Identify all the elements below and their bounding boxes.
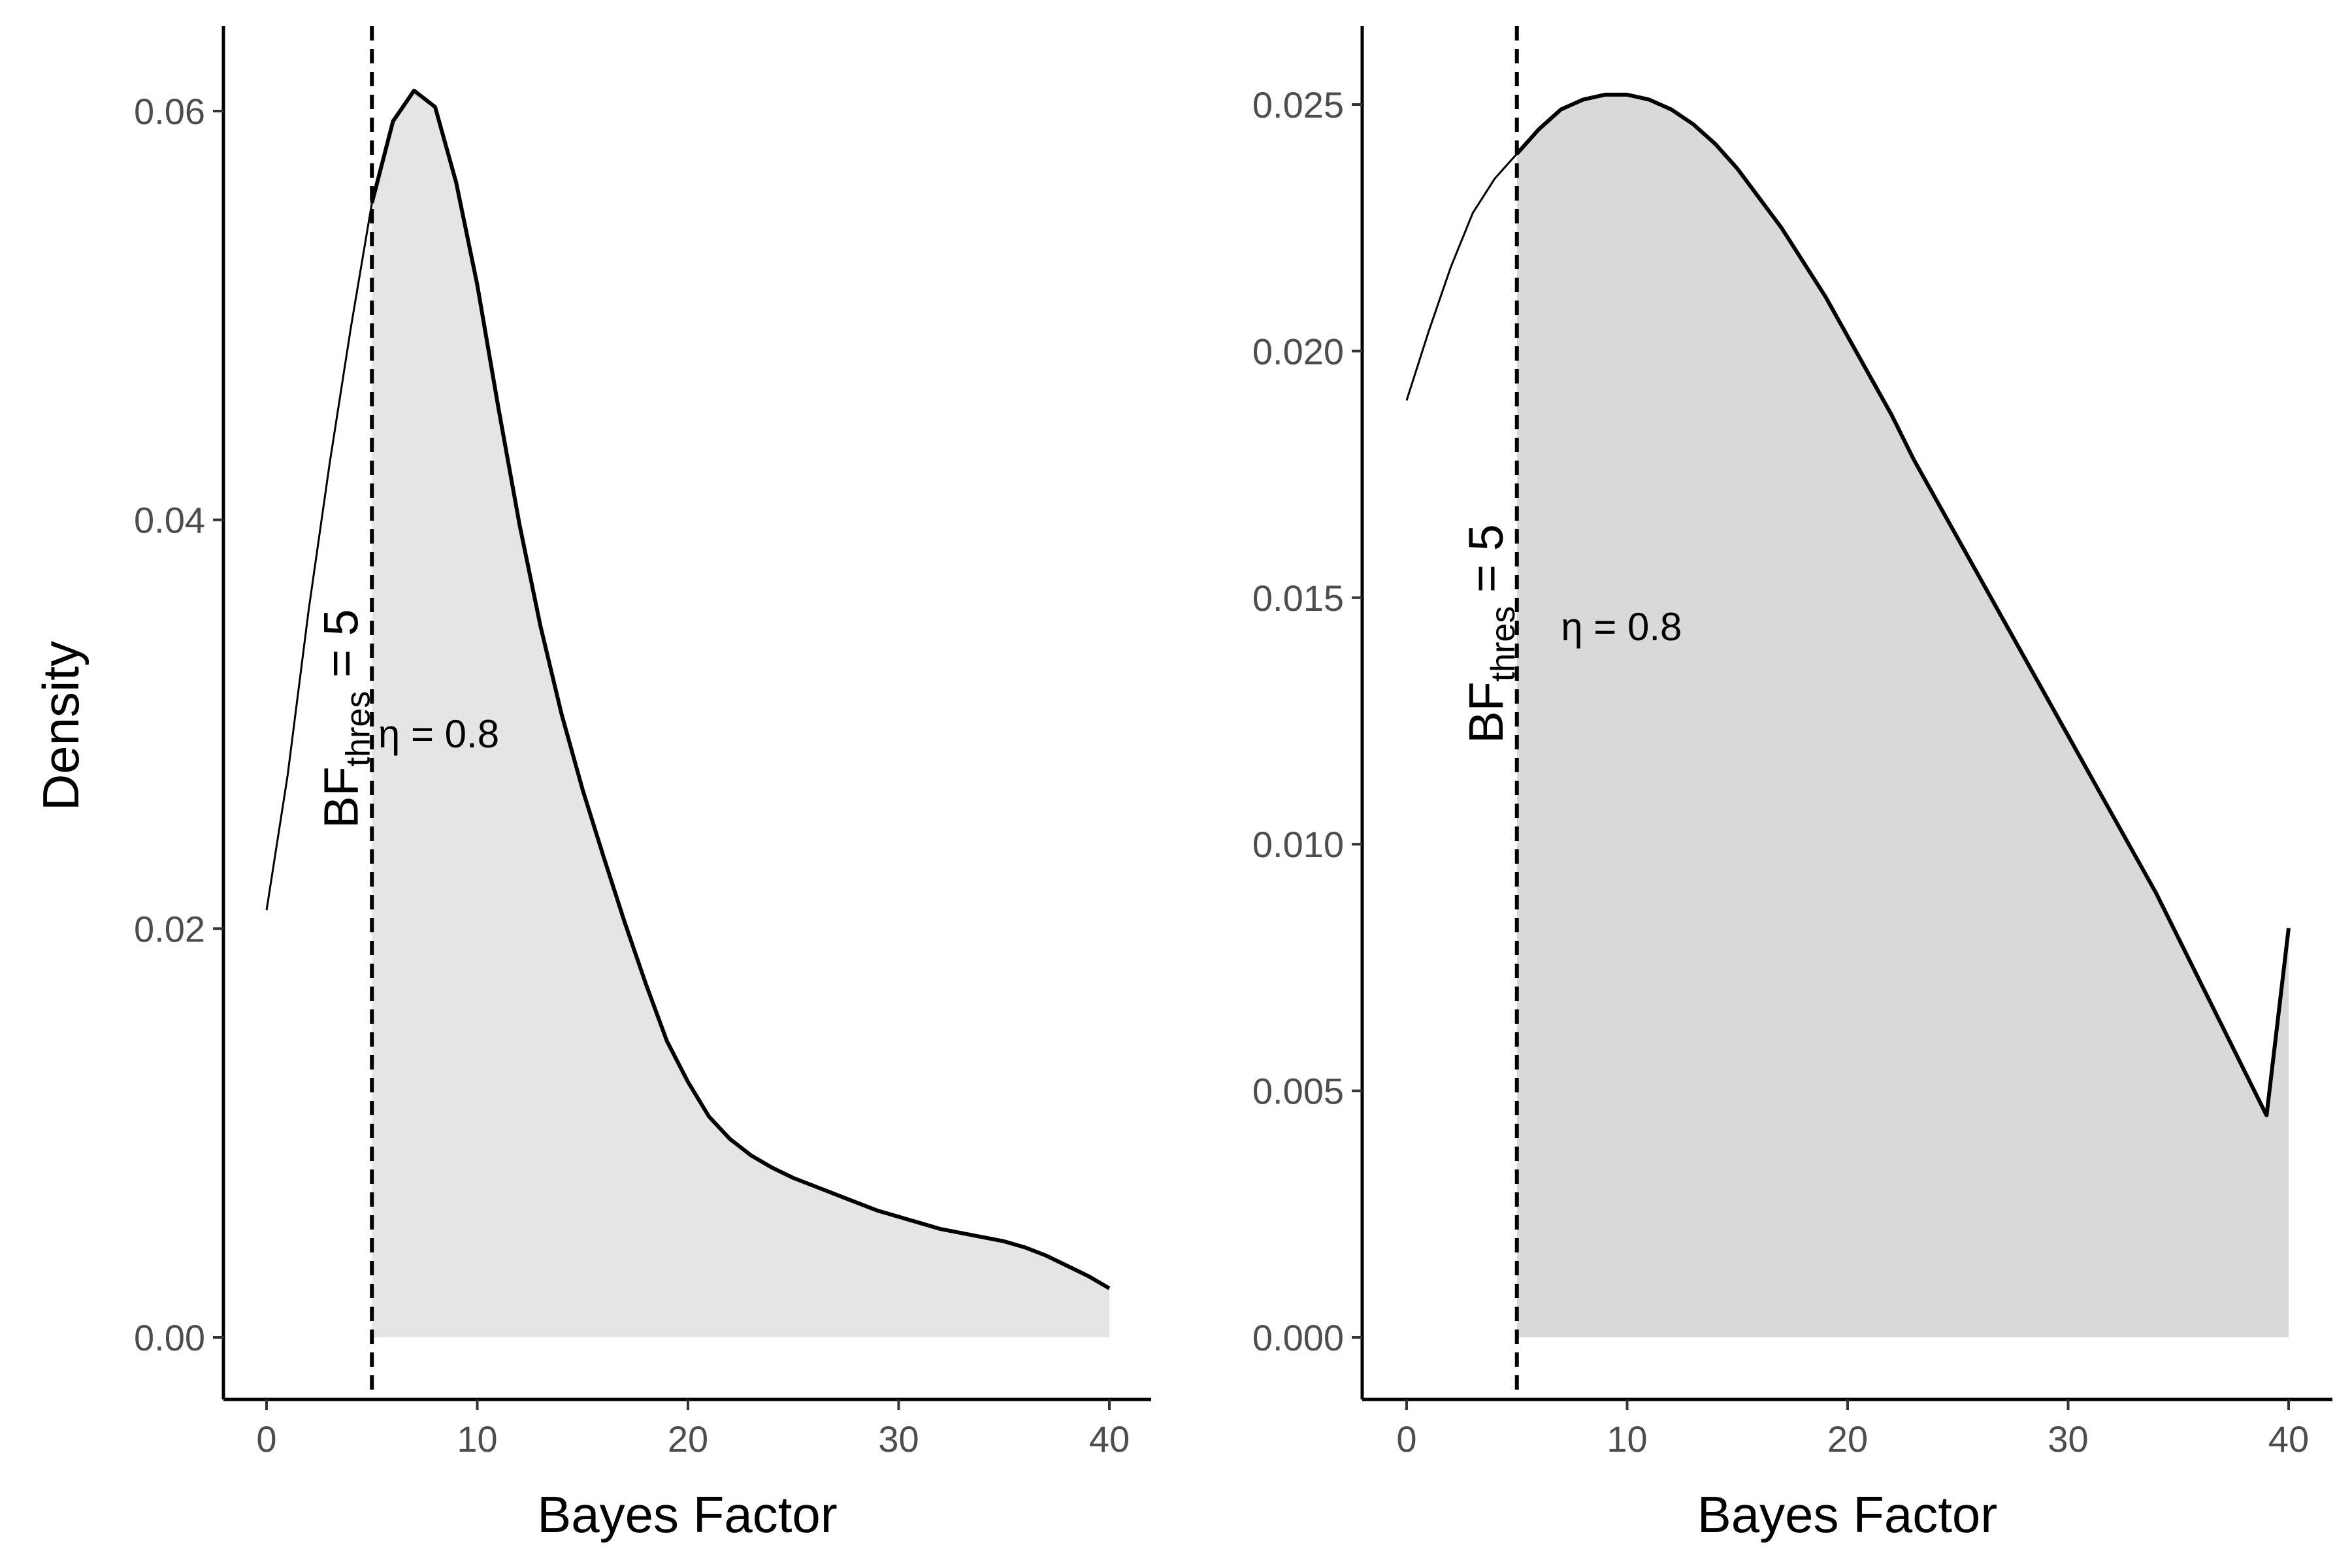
x-tick-label: 0 xyxy=(256,1418,276,1460)
density-curve-below-threshold xyxy=(265,203,373,911)
threshold-label: BFthres = 5 xyxy=(314,609,377,828)
y-tick-label: 0.025 xyxy=(1252,84,1344,125)
y-tick-label: 0.04 xyxy=(134,500,205,541)
x-tick-label: 0 xyxy=(1396,1418,1416,1460)
y-tick-label: 0.00 xyxy=(134,1317,205,1358)
threshold-label-rest: = 5 xyxy=(1459,524,1513,606)
right-density-panel: 0.000 0.005 0.010 0.015 0.020 0.025 0 10 20 30 40 B… xyxy=(1252,26,2332,1543)
x-axis-title: Bayes Factor xyxy=(537,1486,838,1543)
y-tick-label: 0.02 xyxy=(134,908,205,949)
density-curve-below-threshold xyxy=(1405,153,1518,401)
x-axis-title: Bayes Factor xyxy=(1697,1486,1998,1543)
threshold-label-sub: thres xyxy=(1484,606,1522,682)
x-tick-label: 20 xyxy=(1827,1418,1868,1460)
eta-annotation: η = 0.8 xyxy=(1561,605,1682,649)
threshold-label-sub: thres xyxy=(339,691,377,767)
threshold-label-main: BF xyxy=(314,766,368,828)
left-density-panel: 0.00 0.02 0.04 0.06 0 10 20 30 40 Bayes Factor Den… xyxy=(32,26,1151,1543)
density-curve-above-threshold xyxy=(1515,92,2291,1118)
shaded-area xyxy=(1516,94,2289,1337)
x-tick-label: 30 xyxy=(878,1418,919,1460)
eta-annotation: η = 0.8 xyxy=(378,712,499,756)
x-tick-label: 20 xyxy=(668,1418,708,1460)
y-tick-label: 0.000 xyxy=(1252,1317,1344,1358)
threshold-label-main: BF xyxy=(1459,681,1513,743)
density-curve-above-threshold xyxy=(370,88,1111,1290)
y-tick-label: 0.06 xyxy=(134,91,205,132)
x-tick-label: 40 xyxy=(1089,1418,1130,1460)
x-tick-label: 10 xyxy=(1607,1418,1647,1460)
y-tick-label: 0.015 xyxy=(1252,578,1344,619)
threshold-label-rest: = 5 xyxy=(314,609,368,691)
x-tick-label: 30 xyxy=(2048,1418,2088,1460)
threshold-label: BFthres = 5 xyxy=(1459,524,1522,743)
shaded-area xyxy=(372,90,1109,1337)
x-tick-label: 10 xyxy=(457,1418,497,1460)
y-tick-label: 0.010 xyxy=(1252,824,1344,865)
y-tick-label: 0.005 xyxy=(1252,1071,1344,1112)
y-axis-title: Density xyxy=(32,641,90,811)
x-tick-label: 40 xyxy=(2268,1418,2309,1460)
y-tick-label: 0.020 xyxy=(1252,331,1344,372)
